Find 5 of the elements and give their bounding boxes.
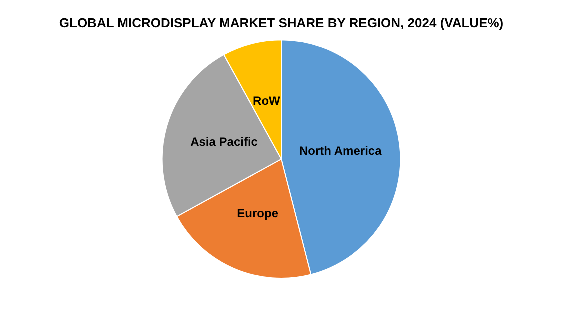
chart-title: GLOBAL MICRODISPLAY MARKET SHARE BY REGION, 2024 (VALUE%)	[59, 15, 504, 30]
slice-label: Asia Pacific	[190, 134, 258, 149]
slice-label: North America	[300, 144, 382, 158]
slice-label: RoW	[253, 94, 282, 108]
slice-label: Europe	[237, 206, 279, 220]
